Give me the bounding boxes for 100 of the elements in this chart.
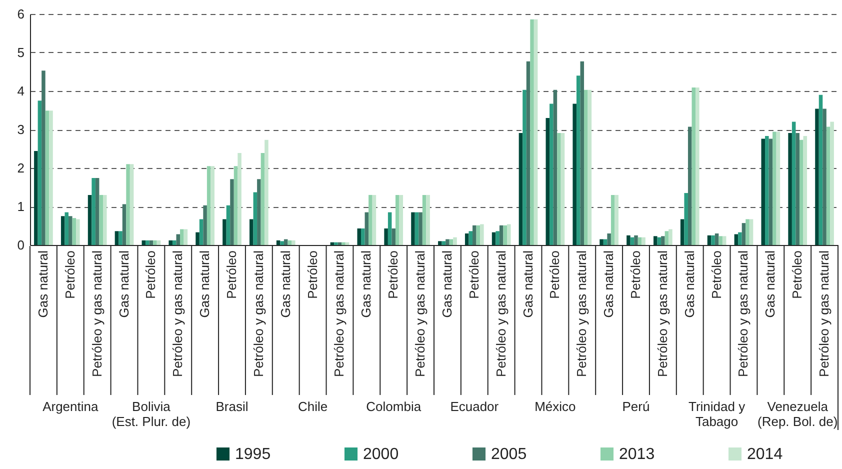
bar: [446, 239, 450, 245]
bar: [657, 237, 662, 245]
bar: [364, 212, 369, 245]
bar: [42, 70, 46, 245]
bar: [34, 151, 38, 245]
bar: [250, 219, 254, 245]
bar: [696, 88, 700, 245]
bar: [438, 241, 442, 245]
bar: [264, 140, 268, 245]
bar: [492, 232, 496, 245]
bar: [284, 239, 288, 245]
bar: [172, 240, 176, 245]
x-tick-label: Petróleo: [224, 250, 239, 299]
bar: [550, 104, 554, 245]
bar: [499, 225, 504, 245]
bar: [203, 205, 207, 245]
bar: [714, 233, 719, 245]
bar: [168, 240, 172, 245]
bar: [626, 235, 630, 245]
bar: [664, 231, 669, 245]
bar: [49, 110, 53, 245]
bar: [210, 166, 214, 245]
bar: [480, 224, 484, 245]
bar: [830, 122, 834, 245]
bar: [742, 223, 746, 245]
bar: [799, 140, 804, 245]
bar: [60, 216, 65, 245]
bar: [395, 194, 400, 245]
text: Colombia: [366, 399, 422, 414]
bar: [688, 126, 692, 245]
bar: [600, 239, 604, 245]
y-tick-label: 3: [17, 122, 24, 137]
bar: [153, 240, 157, 245]
bar: [226, 205, 230, 245]
bar: [734, 234, 738, 245]
bar: [522, 90, 526, 245]
bar: [468, 231, 473, 245]
bar: [588, 90, 592, 245]
bar: [442, 241, 446, 245]
y-tick-label: 4: [17, 84, 24, 98]
bar: [503, 225, 507, 245]
bar: [142, 240, 146, 245]
bar: [634, 235, 638, 245]
y-tick-label: 2: [17, 160, 24, 176]
x-tick-label: Petróleo y gas natural: [170, 250, 186, 377]
text: Argentina: [42, 399, 99, 414]
bar: [722, 236, 726, 245]
legend-label: 2005: [491, 446, 527, 463]
bar: [388, 212, 392, 245]
bar: [746, 219, 750, 245]
bar: [253, 192, 258, 245]
x-tick-label: Petróleo y gas natural: [89, 250, 104, 377]
text: Chile: [298, 399, 328, 414]
bar: [426, 194, 430, 245]
x-tick-label: Petróleo: [304, 250, 320, 299]
bar: [234, 166, 238, 245]
bar: [661, 236, 665, 245]
bar: [357, 228, 362, 245]
bar: [92, 178, 96, 245]
x-tick-label: Gas natural: [520, 250, 536, 318]
x-tick-label: Petróleo y gas natural: [574, 250, 590, 377]
x-tick-label: Gas natural: [358, 250, 374, 318]
bar: [718, 236, 722, 245]
bar: [361, 228, 365, 245]
bar: [122, 204, 126, 245]
bar: [230, 179, 234, 245]
y-tick-label: 5: [17, 45, 24, 60]
x-tick-label: Petróleo y gas natural: [250, 250, 266, 377]
x-tick-label: Gas natural: [601, 250, 616, 318]
y-tick-label: 6: [17, 6, 24, 22]
bar: [418, 212, 422, 245]
bar: [553, 90, 558, 245]
bar: [196, 232, 200, 245]
bar: [826, 126, 830, 245]
bar: [68, 216, 72, 245]
bar: [99, 194, 103, 245]
bar: [146, 240, 150, 245]
bar: [449, 239, 454, 245]
bar: [368, 194, 372, 245]
bar: [768, 138, 773, 245]
bar: [372, 194, 376, 245]
bar: [530, 19, 534, 245]
bar: [776, 132, 780, 245]
bar: [668, 229, 672, 245]
bar: [684, 193, 688, 245]
bar: [630, 237, 634, 245]
x-tick-label: Petróleo: [62, 250, 78, 299]
x-tick-label: Petróleo y gas natural: [736, 250, 751, 377]
x-tick-label: Petróleo: [143, 250, 158, 299]
bar: [796, 132, 800, 245]
y-tick-label: 1: [17, 199, 24, 214]
bar: [572, 104, 576, 245]
bar: [580, 61, 584, 245]
bar: [738, 232, 742, 245]
bar: [518, 132, 523, 245]
x-tick-label: Petróleo y gas natural: [816, 250, 832, 377]
x-tick-label: Petróleo: [628, 250, 643, 299]
bar: [399, 194, 404, 245]
x-tick-label: Gas natural: [682, 250, 697, 318]
bar: [184, 229, 188, 245]
